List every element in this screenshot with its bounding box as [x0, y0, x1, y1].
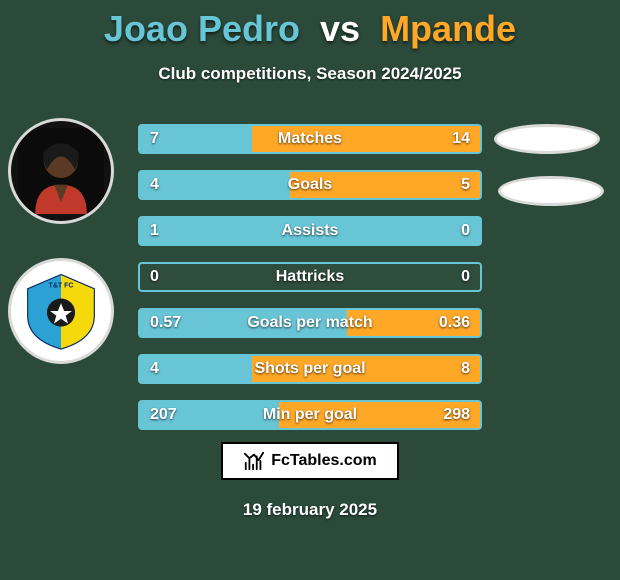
placeholder-ellipse — [498, 176, 604, 206]
stat-label: Hattricks — [140, 264, 480, 290]
left-badges: T&T FC — [8, 118, 114, 364]
stat-label: Shots per goal — [140, 356, 480, 382]
value-right: 5 — [461, 172, 470, 198]
comparison-title: Joao Pedro vs Mpande — [0, 0, 620, 50]
brand-icon — [243, 450, 265, 472]
brand-text: FcTables.com — [271, 452, 377, 470]
stat-row: 0.57Goals per match0.36 — [138, 308, 482, 338]
svg-text:T&T FC: T&T FC — [49, 283, 74, 290]
value-right: 0.36 — [439, 310, 470, 336]
player-avatar — [8, 118, 114, 224]
club-badge: T&T FC — [8, 258, 114, 364]
player2-name: Mpande — [380, 8, 516, 49]
stat-row: 4Shots per goal8 — [138, 354, 482, 384]
stat-label: Min per goal — [140, 402, 480, 428]
avatar-icon — [18, 128, 104, 214]
brand-box: FcTables.com — [221, 442, 399, 480]
stat-rows: 7Matches144Goals51Assists00Hattricks00.5… — [138, 124, 482, 446]
date-text: 19 february 2025 — [0, 500, 620, 520]
stat-row: 0Hattricks0 — [138, 262, 482, 292]
stat-label: Matches — [140, 126, 480, 152]
stat-label: Goals per match — [140, 310, 480, 336]
value-right: 8 — [461, 356, 470, 382]
value-right: 14 — [452, 126, 470, 152]
stat-label: Assists — [140, 218, 480, 244]
stat-row: 207Min per goal298 — [138, 400, 482, 430]
stat-row: 1Assists0 — [138, 216, 482, 246]
stat-row: 7Matches14 — [138, 124, 482, 154]
club-badge-icon: T&T FC — [22, 272, 100, 350]
value-right: 0 — [461, 218, 470, 244]
stat-label: Goals — [140, 172, 480, 198]
stat-row: 4Goals5 — [138, 170, 482, 200]
player1-name: Joao Pedro — [104, 8, 300, 49]
vs-text: vs — [320, 8, 360, 49]
value-right: 0 — [461, 264, 470, 290]
placeholder-ellipse — [494, 124, 600, 154]
subtitle: Club competitions, Season 2024/2025 — [0, 64, 620, 84]
value-right: 298 — [443, 402, 470, 428]
